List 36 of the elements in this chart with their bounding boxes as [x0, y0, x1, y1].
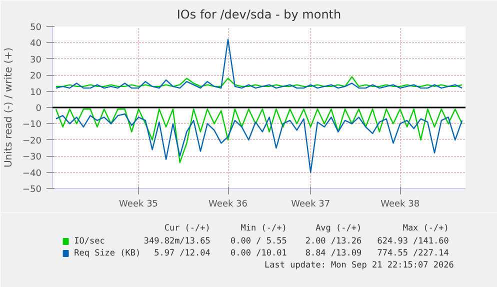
y-tick-label: −10 [22, 120, 42, 130]
y-tick-label: 40 [30, 39, 42, 50]
line-series [55, 113, 463, 173]
text: 774.55 /227.14 [377, 248, 449, 258]
text: Min (-/+) [240, 224, 287, 234]
y-tick-label: 50 [30, 23, 42, 33]
y-tick-label: −50 [22, 185, 42, 195]
text: Cur (-/+) [164, 224, 210, 234]
y-tick-label: 20 [30, 72, 42, 82]
legend-label: Req Size (KB) [74, 248, 141, 258]
line-series [55, 38, 463, 89]
y-axis-title: Units read (-) / write (+) [4, 47, 15, 168]
y-tick-label: −30 [22, 152, 42, 163]
x-tick-label: Week 36 [208, 200, 248, 210]
line-series [55, 76, 463, 88]
text: 8.84 /13.09 [305, 248, 362, 258]
y-tick-label: −20 [22, 136, 42, 146]
x-tick-label: Week 38 [380, 200, 420, 210]
text: 349.82m/13.65 [144, 236, 210, 246]
text: 0.00 /10.01 [230, 248, 287, 258]
legend-label: IO/sec [74, 236, 105, 246]
text: Last update: Mon Sep 21 22:15:07 2026 [264, 260, 454, 270]
text: 2.00 /13.26 [305, 236, 362, 246]
text: 5.97 /12.04 [154, 248, 210, 258]
y-tick-label: −40 [22, 168, 42, 179]
y-tick-label: 0 [36, 104, 42, 114]
text: 0.00 / 5.55 [230, 236, 287, 246]
y-tick-label: 10 [30, 88, 42, 98]
text: Max (-/+) [402, 224, 449, 234]
text: 624.93 /141.60 [377, 236, 449, 246]
chart-title: IOs for /dev/sda - by month [176, 8, 342, 22]
y-tick-label: 30 [30, 55, 42, 66]
x-tick-label: Week 35 [119, 200, 158, 210]
x-tick-label: Week 37 [291, 200, 330, 210]
text: Avg (-/+) [316, 224, 362, 234]
line-series [55, 108, 463, 164]
